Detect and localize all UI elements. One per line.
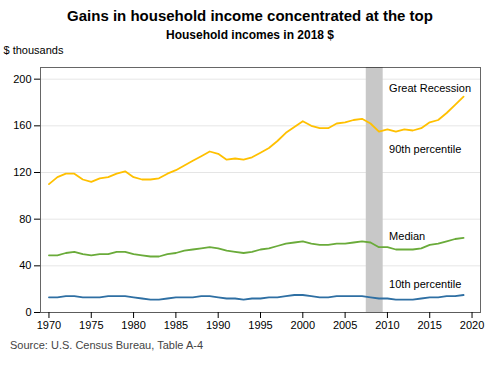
svg-text:2005: 2005 (333, 319, 357, 331)
svg-text:1995: 1995 (248, 319, 272, 331)
svg-text:160: 160 (13, 119, 31, 131)
html-text:Gains in household income conc: Gains in household income concentrated a… (67, 7, 433, 24)
svg-text:1985: 1985 (164, 319, 188, 331)
svg-text:1970: 1970 (37, 319, 61, 331)
svg-text:2000: 2000 (291, 319, 315, 331)
svg-text:10th percentile: 10th percentile (389, 278, 461, 290)
svg-text:2010: 2010 (375, 319, 399, 331)
svg-text:0: 0 (25, 306, 31, 318)
svg-text:40: 40 (19, 259, 31, 271)
svg-text:1990: 1990 (206, 319, 230, 331)
html-text:Household incomes in 2018 $: Household incomes in 2018 $ (166, 28, 334, 42)
svg-text:1980: 1980 (121, 319, 145, 331)
svg-text:1975: 1975 (79, 319, 103, 331)
svg-text:$ thousands: $ thousands (4, 44, 64, 56)
html-text:Source: U.S. Census Bureau, Ta: Source: U.S. Census Bureau, Table A-4 (10, 339, 203, 351)
svg-text:120: 120 (13, 166, 31, 178)
svg-text:Great Recession: Great Recession (389, 82, 471, 94)
svg-text:200: 200 (13, 73, 31, 85)
svg-text:80: 80 (19, 213, 31, 225)
svg-text:2015: 2015 (417, 319, 441, 331)
svg-text:2020: 2020 (460, 319, 484, 331)
svg-text:Median: Median (389, 230, 425, 242)
svg-text:90th percentile: 90th percentile (389, 143, 461, 155)
